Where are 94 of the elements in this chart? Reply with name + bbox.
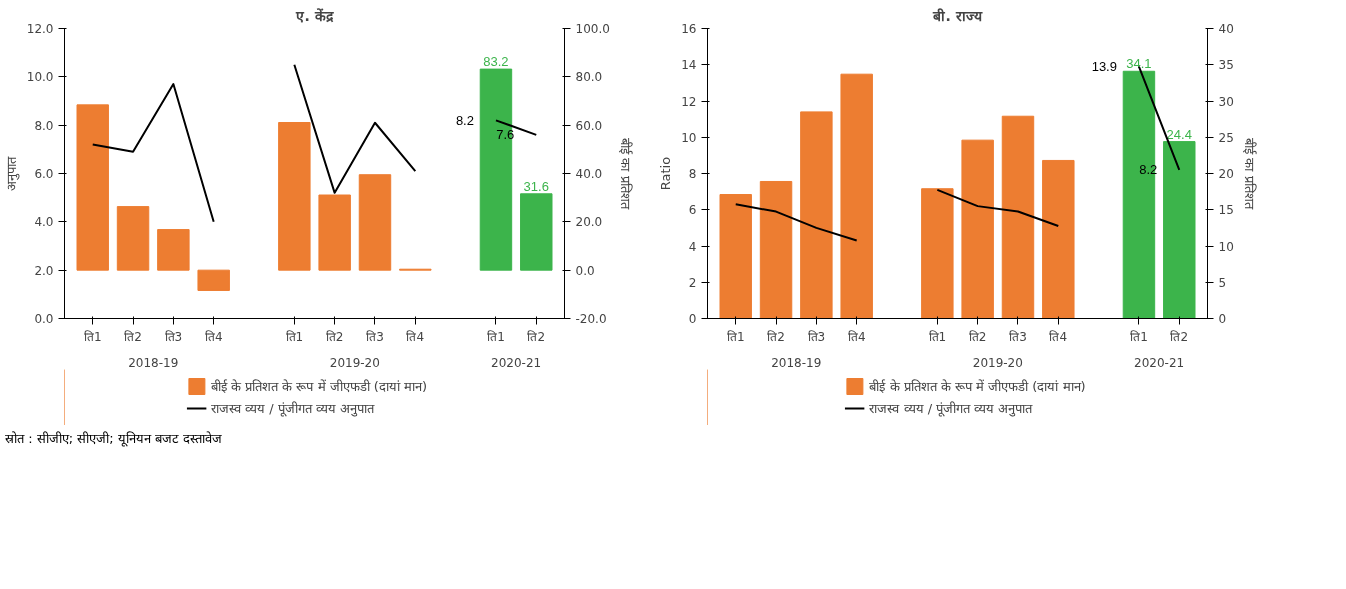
y2-tick-label: 20 (1218, 167, 1234, 181)
x-tick-label: ति2 (767, 329, 785, 344)
text: 2018-19 (771, 355, 822, 370)
y2-axis-title: बीई का प्रतिशत (617, 138, 633, 210)
text: 2018-19 (128, 355, 179, 370)
bar (759, 180, 793, 319)
x-tick-label: ति2 (968, 329, 987, 344)
legend-label: बीई के प्रतिशत के रूप में जीएफडी (दायां मान) (869, 378, 1086, 395)
text: 2019-20 (972, 355, 1023, 370)
bar (1122, 70, 1156, 319)
y2-tick-label: 15 (1218, 203, 1234, 218)
bar (921, 188, 954, 319)
y-tick-label: 12.0 (26, 22, 54, 36)
y2-tick-label: 20.0 (575, 215, 603, 230)
y-tick-label: 12 (681, 94, 697, 109)
x-tick-label: ति1 (83, 329, 102, 344)
y-tick-label: 8.0 (34, 118, 54, 133)
data-label: 34.1 (1126, 56, 1152, 72)
y-tick-label: 4 (688, 239, 697, 254)
bar (1163, 141, 1196, 319)
data-label: 83.2 (483, 54, 509, 70)
y-tick-label: 6.0 (34, 167, 54, 181)
y-axis-title: अनुपात (3, 155, 20, 191)
y-tick-label: 10.0 (26, 70, 54, 85)
bar (197, 269, 230, 291)
chart-title: बी. राज्य (932, 7, 983, 24)
y-tick-label: 16 (681, 22, 697, 36)
y2-axis-title: बीई का प्रतिशत (1241, 138, 1257, 210)
bar (961, 139, 994, 319)
legend-label: बीई के प्रतिशत के रूप में जीएफडी (दायां मान) (210, 378, 428, 395)
y-tick-label: 4.0 (34, 215, 54, 230)
x-tick-label: ति3 (807, 329, 826, 344)
data-label: 31.6 (523, 178, 549, 194)
bar (840, 73, 873, 319)
x-tick-label: ति1 (928, 329, 947, 344)
bar (116, 206, 150, 271)
y-tick-label: 2 (688, 275, 697, 290)
y-tick-label: 0.0 (34, 312, 54, 326)
bar (76, 104, 109, 271)
x-tick-label: ति1 (285, 329, 304, 344)
x-tick-label: ति2 (124, 329, 142, 344)
y-tick-label: 0 (688, 312, 697, 326)
data-label: 13.9 (1091, 59, 1117, 75)
bar (278, 122, 311, 271)
text: स्रोत : सीजीए; सीएजी; यूनियन बजट दस्तावेज (5, 430, 222, 449)
y-tick-label: 10 (681, 130, 697, 145)
bar (1042, 159, 1075, 319)
x-tick-label: ति4 (406, 329, 425, 344)
bar (157, 229, 190, 271)
y2-tick-label: 35 (1218, 58, 1234, 73)
x-tick-label: ति1 (726, 329, 745, 344)
y2-tick-label: 100.0 (575, 22, 610, 36)
chart-title: ए. केंद्र (295, 7, 334, 24)
legend-label: राजस्व व्यय / पूंजीगत व्यय अनुपात (869, 400, 1033, 417)
y2-tick-label: -20.0 (575, 312, 607, 326)
x-tick-label: ति1 (1130, 329, 1148, 344)
data-label: 8.2 (455, 112, 474, 128)
x-tick-label: ति2 (325, 329, 344, 344)
x-tick-label: ति2 (1170, 329, 1189, 344)
x-tick-label: ति4 (204, 329, 223, 344)
data-label: 24.4 (1166, 126, 1192, 142)
bar (318, 194, 351, 271)
bar (1001, 115, 1035, 319)
x-tick-label: ति4 (1049, 329, 1068, 344)
y2-tick-label: 0.0 (575, 263, 595, 278)
x-tick-label: ति3 (366, 329, 384, 344)
x-tick-label: ति3 (164, 329, 183, 344)
text: 2020-21 (491, 355, 542, 370)
y2-tick-label: 0 (1218, 312, 1227, 326)
y2-tick-label: 30 (1218, 94, 1234, 109)
x-tick-label: ति1 (487, 329, 505, 344)
y2-tick-label: 5 (1218, 275, 1227, 290)
bar (479, 68, 513, 271)
y2-tick-label: 10 (1218, 239, 1234, 254)
y2-tick-label: 80.0 (575, 70, 603, 85)
bar (800, 111, 833, 319)
y-axis-title: Ratio (658, 156, 674, 191)
text: 2020-21 (1134, 355, 1185, 370)
y-tick-label: 14 (681, 58, 697, 73)
x-tick-label: ति3 (1009, 329, 1027, 344)
x-tick-label: ति2 (527, 329, 546, 344)
bar (719, 194, 752, 319)
x-tick-label: ति4 (847, 329, 866, 344)
y-tick-label: 2.0 (34, 263, 54, 278)
bar (358, 174, 392, 271)
y-tick-label: 6 (688, 203, 697, 218)
y2-tick-label: 40 (1218, 22, 1234, 36)
y2-tick-label: 40.0 (575, 167, 603, 181)
text: 2019-20 (329, 355, 380, 370)
y2-tick-label: 60.0 (575, 118, 603, 133)
legend-label: राजस्व व्यय / पूंजीगत व्यय अनुपात (210, 400, 374, 417)
bar (520, 193, 553, 271)
y2-tick-label: 25 (1218, 130, 1234, 145)
y-tick-label: 8 (688, 167, 697, 181)
